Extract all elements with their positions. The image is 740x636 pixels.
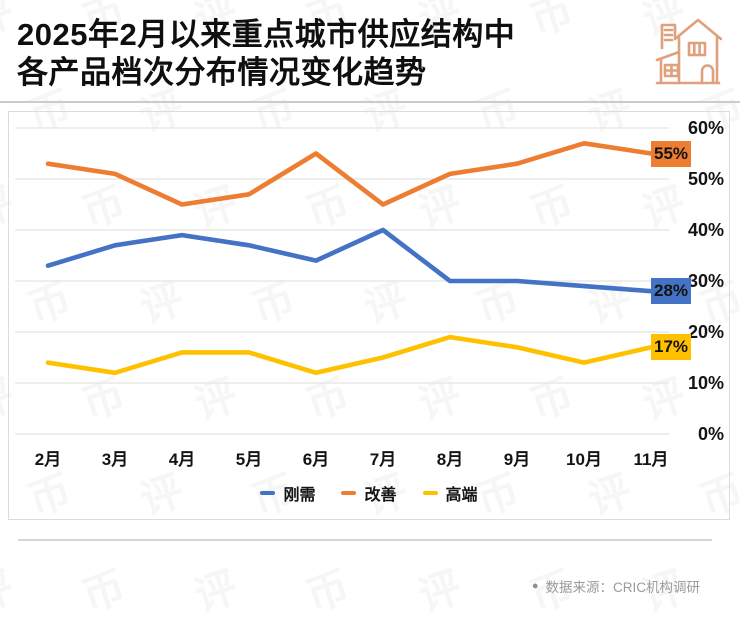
- legend-label: 改善: [364, 487, 397, 504]
- y-tick-label: 40%: [687, 220, 724, 240]
- legend-label: 刚需: [283, 487, 316, 504]
- y-tick-label: 0%: [697, 424, 724, 444]
- x-tick-label: 6月: [302, 450, 330, 469]
- watermark-glyph: 币: [524, 0, 580, 45]
- x-tick-label: 10月: [566, 450, 602, 469]
- x-tick-label: 8月: [436, 450, 464, 469]
- y-tick-label: 10%: [687, 373, 724, 393]
- title-divider: [0, 101, 740, 103]
- house-icon-strokes: [655, 18, 723, 85]
- legend-swatch: [260, 491, 276, 495]
- watermark-glyph: 币: [300, 562, 356, 621]
- x-tick-label: 7月: [369, 450, 397, 469]
- page-title: 2025年2月以来重点城市供应结构中 各产品档次分布情况变化趋势: [17, 16, 515, 92]
- plot-svg: [15, 127, 669, 435]
- watermark-glyph: 评: [188, 562, 244, 621]
- bullet-icon: ●: [531, 579, 539, 592]
- legend-swatch: [341, 491, 357, 495]
- watermark-glyph: 币: [76, 562, 132, 621]
- x-tick-label: 4月: [168, 450, 196, 469]
- legend-item: 高端: [422, 481, 478, 505]
- legend-label: 高端: [445, 487, 478, 504]
- y-tick-label: 20%: [687, 322, 724, 342]
- house-icon: [652, 12, 723, 93]
- legend: 刚需 改善 高端: [9, 481, 729, 505]
- legend-item: 刚需: [260, 481, 315, 505]
- x-tick-label: 3月: [101, 450, 129, 469]
- watermark-glyph: 评: [0, 562, 20, 621]
- legend-item: 改善: [341, 481, 397, 505]
- y-tick-label: 50%: [687, 169, 724, 189]
- y-tick-label: 60%: [687, 118, 724, 138]
- page-title-line1: 2025年2月以来重点城市供应结构中: [17, 17, 516, 52]
- chart-frame: 60% 50% 40% 30% 20% 10% 0% 2月 3月 4月 5月 6月 7月 8月 9月 10月…: [8, 111, 730, 520]
- x-tick-label: 9月: [503, 450, 531, 469]
- data-source-text: 数据来源：CRIC机构调研: [545, 580, 701, 595]
- watermark-glyph: 评: [412, 562, 468, 621]
- bottom-divider: [18, 539, 712, 541]
- series-end-label: 17%: [651, 334, 691, 361]
- y-tick-label: 30%: [687, 271, 724, 291]
- x-tick-label: 11月: [633, 450, 669, 469]
- series-end-label: 55%: [651, 140, 691, 167]
- legend-swatch: [422, 491, 438, 495]
- data-source: ● 数据来源：CRIC机构调研: [532, 576, 700, 596]
- x-tick-label: 5月: [235, 450, 263, 469]
- page-title-line2: 各产品档次分布情况变化趋势: [17, 55, 427, 90]
- x-tick-label: 2月: [34, 450, 62, 469]
- series-end-label: 28%: [651, 278, 691, 305]
